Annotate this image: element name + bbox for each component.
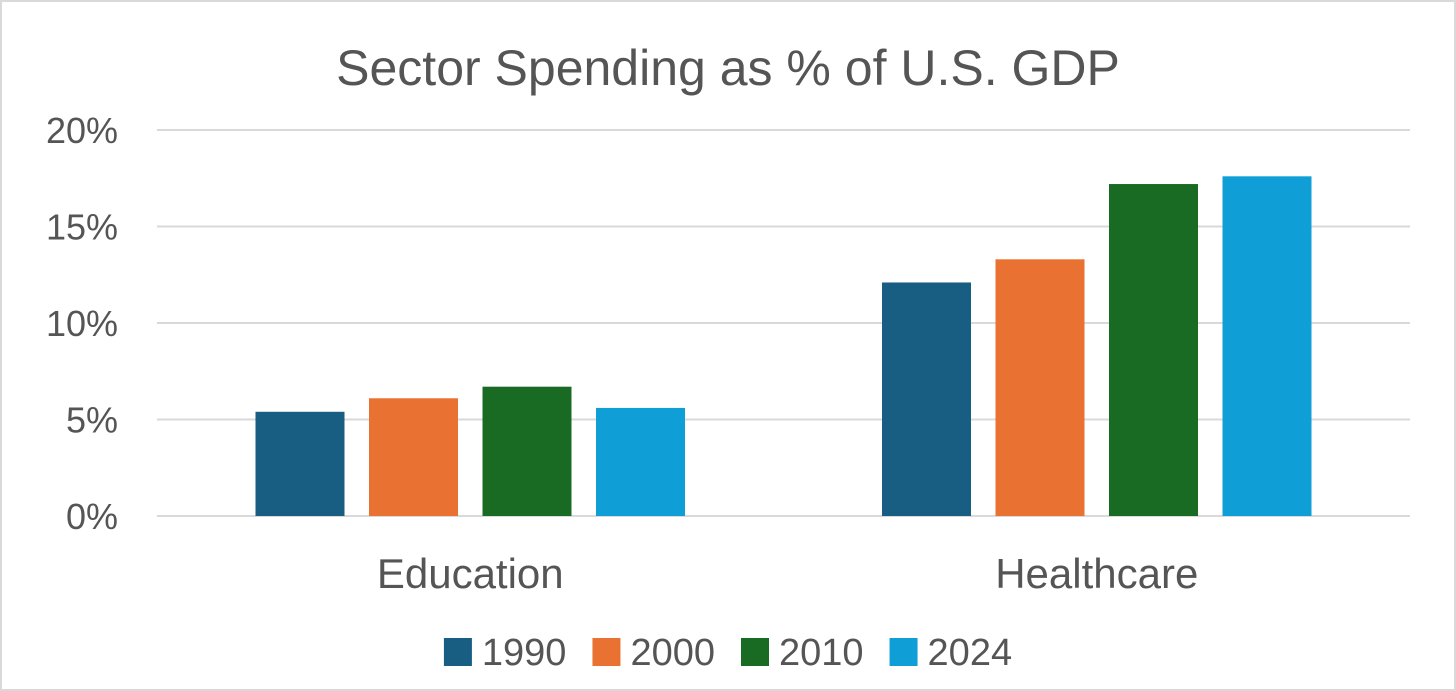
legend-swatch-2010	[741, 638, 769, 666]
bar-education-1990	[255, 411, 345, 516]
legend-swatch-2000	[592, 638, 621, 666]
y-axis-ticks: 0% 5% 10% 15% 20%	[46, 110, 118, 537]
bar-healthcare-2024	[1222, 176, 1312, 516]
y-tick-label: 20%	[46, 110, 118, 151]
x-category-label: Healthcare	[995, 550, 1198, 597]
legend-label-2024: 2024	[928, 632, 1013, 674]
bar-education-2010	[482, 386, 572, 516]
y-tick-label: 15%	[46, 207, 118, 248]
legend-label-1990: 1990	[482, 632, 567, 674]
bar-education-2000	[369, 398, 458, 516]
bar-healthcare-2000	[995, 259, 1085, 516]
bar-healthcare-1990	[882, 282, 971, 516]
gridlines	[157, 129, 1410, 517]
bar-education-2024	[596, 407, 685, 516]
x-category-label: Education	[377, 550, 564, 597]
x-axis-categories: Education Healthcare	[377, 550, 1198, 597]
y-tick-label: 0%	[66, 496, 118, 537]
legend: 1990 2000 2010 2024	[443, 632, 1013, 674]
y-tick-label: 10%	[46, 303, 118, 344]
legend-swatch-2024	[889, 638, 918, 666]
bars	[255, 176, 1312, 517]
y-tick-label: 5%	[66, 400, 118, 441]
chart-title: Sector Spending as % of U.S. GDP	[336, 40, 1120, 96]
bar-healthcare-2010	[1109, 184, 1198, 517]
legend-swatch-1990	[443, 638, 472, 666]
legend-label-2000: 2000	[630, 632, 715, 674]
legend-label-2010: 2010	[779, 632, 864, 674]
